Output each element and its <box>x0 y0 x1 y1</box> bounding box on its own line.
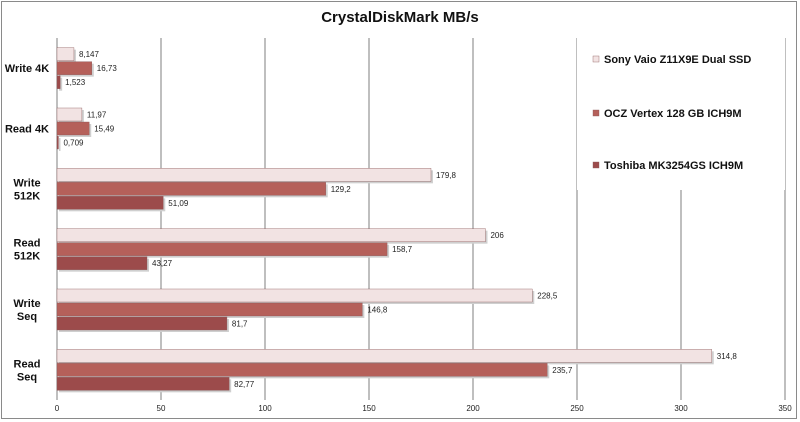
legend-label: OCZ Vertex 128 GB ICH9M <box>604 108 742 120</box>
bar <box>56 363 548 377</box>
category-label: Read Seq <box>14 358 41 383</box>
x-tick-label: 150 <box>362 404 376 413</box>
bar <box>56 349 712 363</box>
gridlines <box>56 38 786 400</box>
legend-box <box>577 38 785 190</box>
x-tick-label: 300 <box>674 404 688 413</box>
bars <box>56 47 714 393</box>
bar <box>56 107 83 122</box>
bar <box>56 242 388 256</box>
bar <box>56 316 228 331</box>
bar <box>56 121 90 136</box>
bar <box>56 168 432 182</box>
x-tick-label: 200 <box>466 404 480 413</box>
bar-shadow <box>59 138 61 151</box>
category-label: Write Seq <box>13 298 40 323</box>
legend-swatch <box>592 109 600 117</box>
x-tick-label: 100 <box>258 404 272 413</box>
data-label: 8,147 <box>79 50 100 59</box>
data-label: 129,2 <box>331 185 352 194</box>
data-label: 146,8 <box>367 306 388 315</box>
data-label: 43,27 <box>152 259 173 268</box>
data-label: 11,97 <box>87 111 107 120</box>
x-tick-label: 50 <box>157 404 166 413</box>
bar-shadow <box>59 77 63 91</box>
x-tick-label: 250 <box>570 404 584 413</box>
data-label: 81,7 <box>232 320 248 329</box>
data-label: 82,77 <box>234 380 255 389</box>
legend-swatch <box>592 161 600 169</box>
category-label: Read 512K <box>14 238 41 263</box>
bar <box>56 377 230 391</box>
data-label: 1,523 <box>65 78 86 87</box>
chart-title: CrystalDiskMark MB/s <box>321 9 479 26</box>
legend-label: Sony Vaio Z11X9E Dual SSD <box>604 54 751 66</box>
data-label: 16,73 <box>97 64 118 73</box>
bar <box>56 256 148 270</box>
category-label: Read 4K <box>5 124 49 136</box>
data-label: 206 <box>490 231 504 240</box>
bar <box>56 75 61 89</box>
category-label: Write 4K <box>5 63 49 75</box>
data-label: 235,7 <box>552 366 573 375</box>
data-labels: 8,147 16,73 1,523 11,97 15,49 0,709 179,8 129,2… <box>63 50 737 389</box>
data-label: 0,709 <box>63 139 84 148</box>
data-label: 314,8 <box>717 352 738 361</box>
data-label: 15,49 <box>94 125 115 134</box>
bar <box>56 61 92 75</box>
legend-swatch <box>592 55 600 63</box>
data-label: 51,09 <box>168 199 189 208</box>
data-label: 179,8 <box>436 171 457 180</box>
legend: Sony Vaio Z11X9E Dual SSD OCZ Vertex 128 … <box>577 38 785 190</box>
x-axis-ticks: 0 50 100 150 200 250 300 350 <box>55 404 792 413</box>
category-labels: Write 4K Read 4K Write 512K Read 512K Write Seq… <box>5 63 49 383</box>
legend-label: Toshiba MK3254GS ICH9M <box>604 160 743 172</box>
data-label: 158,7 <box>392 245 413 254</box>
x-tick-label: 0 <box>55 404 60 413</box>
bar <box>56 196 164 210</box>
bar <box>56 135 59 150</box>
data-label: 228,5 <box>537 292 558 301</box>
bar <box>56 47 75 61</box>
category-label: Write 512K <box>13 177 40 202</box>
x-tick-label: 350 <box>778 404 792 413</box>
bar <box>56 228 486 242</box>
bar <box>56 302 363 317</box>
bar <box>56 182 326 196</box>
bar <box>56 288 533 303</box>
